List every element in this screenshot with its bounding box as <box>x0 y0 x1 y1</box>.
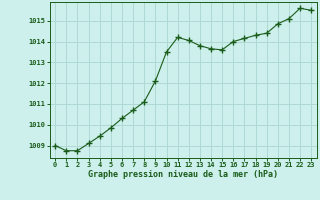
X-axis label: Graphe pression niveau de la mer (hPa): Graphe pression niveau de la mer (hPa) <box>88 170 278 179</box>
